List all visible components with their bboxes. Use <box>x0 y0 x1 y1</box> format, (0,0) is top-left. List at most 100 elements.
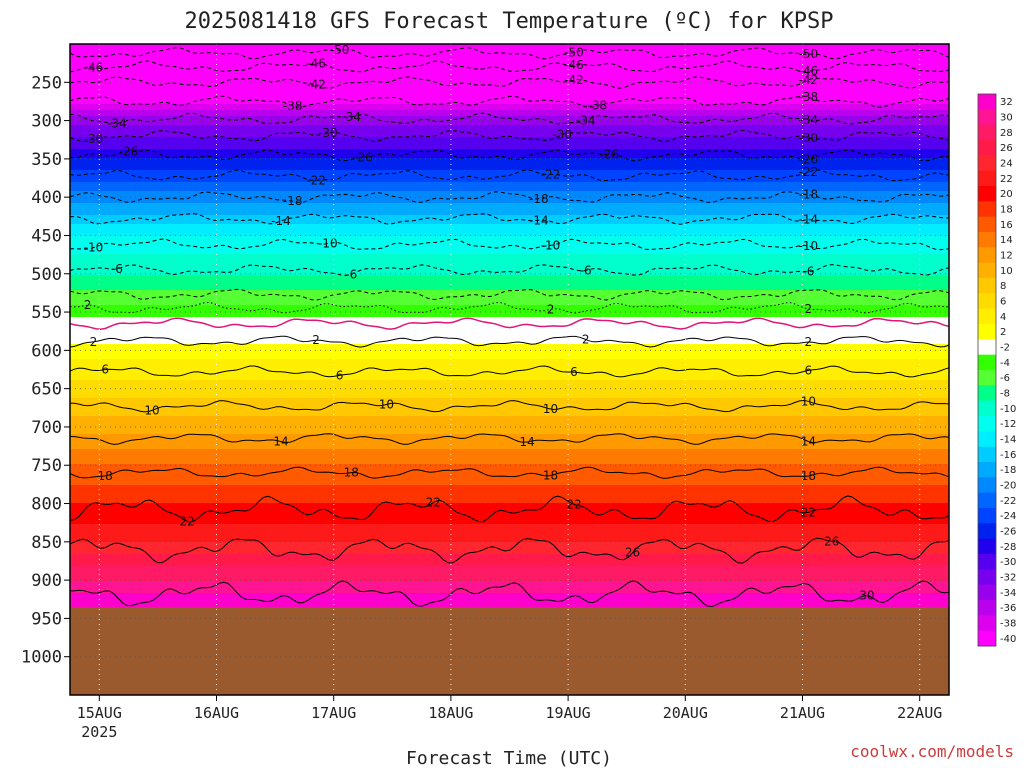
contour-line <box>69 288 950 301</box>
field-band <box>70 584 949 588</box>
field-band <box>70 389 949 393</box>
field-band <box>70 188 949 192</box>
field-band <box>70 458 949 462</box>
field-band <box>70 524 949 528</box>
contour-label: -50 <box>799 47 819 61</box>
contour-line <box>69 495 950 523</box>
contour-label: -30 <box>552 127 572 141</box>
field-band <box>70 113 949 117</box>
colorbar-label: -4 <box>1000 358 1010 369</box>
field-band <box>70 530 949 534</box>
field-band <box>70 476 949 480</box>
contour-line <box>69 335 950 348</box>
contour-label: -46 <box>799 64 819 78</box>
colorbar-label: -30 <box>1000 557 1016 568</box>
field-band <box>70 236 949 240</box>
field-band <box>70 251 949 255</box>
y-tick-label: 600 <box>31 341 62 361</box>
contour-label: -10 <box>84 241 104 255</box>
contour-line <box>69 537 950 564</box>
field-band <box>70 128 949 132</box>
x-tick-label: 20AUG <box>663 704 708 722</box>
contour-line <box>69 301 950 314</box>
y-tick-label: 400 <box>31 188 62 208</box>
colorbar-label: 28 <box>1000 128 1013 139</box>
field-band <box>70 449 949 453</box>
contour-label: -6 <box>345 267 357 281</box>
field-band <box>70 320 949 324</box>
contour-label: -50 <box>330 43 350 57</box>
field-band <box>70 488 949 492</box>
colorbar-swatch <box>978 400 996 417</box>
colorbar-swatch <box>978 462 996 478</box>
field-band <box>70 542 949 546</box>
field-band <box>70 65 949 69</box>
colorbar-swatch <box>978 324 996 340</box>
field-band <box>70 413 949 417</box>
field-band <box>70 323 949 327</box>
y-axis: 250 300 350 400 450 500 550 600 650 700 750 800 850 9… <box>21 73 70 668</box>
field-band <box>70 203 949 207</box>
colorbar-swatch <box>978 155 996 172</box>
colorbar-label: -2 <box>1000 343 1010 354</box>
contour-label: 2 <box>84 298 92 312</box>
field-band <box>70 428 949 432</box>
field-band <box>70 308 949 312</box>
colorbar-swatch <box>978 354 996 371</box>
field-band <box>70 245 949 249</box>
contour-line <box>69 149 950 162</box>
contour-label: 14 <box>273 435 288 449</box>
field-band <box>70 401 949 405</box>
contour-line <box>69 112 950 125</box>
contour-line <box>69 213 950 225</box>
field-band <box>70 527 949 531</box>
contour-label: -42 <box>799 73 819 87</box>
field-band <box>70 602 949 606</box>
field-band <box>70 59 949 63</box>
field-band <box>70 431 949 435</box>
colorbar-label: -24 <box>1000 511 1016 522</box>
field-band <box>70 275 949 279</box>
contour-label: -22 <box>541 167 561 181</box>
contour-line <box>69 317 950 331</box>
field-band <box>70 92 949 96</box>
colorbar-swatch <box>978 262 996 279</box>
field-band <box>70 311 949 315</box>
field-band <box>70 419 949 423</box>
field-band <box>70 173 949 177</box>
field-band <box>70 269 949 273</box>
contour-label: 10 <box>801 394 816 408</box>
colorbar-swatch <box>978 630 996 647</box>
colorbar-swatch <box>978 538 996 555</box>
contour-line <box>69 399 950 413</box>
y-tick-label: 550 <box>31 303 62 323</box>
field-band <box>70 515 949 519</box>
field-band <box>70 101 949 105</box>
field-band <box>70 140 949 144</box>
y-tick-label: 300 <box>31 112 62 132</box>
y-tick-label: 350 <box>31 150 62 170</box>
ground-layer <box>70 606 949 695</box>
field-band <box>70 218 949 222</box>
field-band <box>70 77 949 81</box>
contour-label: -38 <box>799 90 819 104</box>
field-band <box>70 383 949 387</box>
contour-label: 14 <box>519 435 534 449</box>
field-band <box>70 350 949 354</box>
contour-label: 10 <box>144 403 159 417</box>
contour-label: 14 <box>801 434 816 448</box>
colorbar-swatch <box>978 170 996 187</box>
field-band <box>70 503 949 507</box>
field-band <box>70 563 949 567</box>
field-band <box>70 407 949 411</box>
colorbar-label: -40 <box>1000 634 1016 645</box>
field-band <box>70 578 949 582</box>
contour-label: -42 <box>306 78 326 92</box>
y-tick-label: 950 <box>31 609 62 629</box>
field-band <box>70 482 949 486</box>
contour-label: -38 <box>588 99 608 113</box>
field-band <box>70 581 949 585</box>
contour-label: -34 <box>341 110 361 124</box>
field-band <box>70 440 949 444</box>
